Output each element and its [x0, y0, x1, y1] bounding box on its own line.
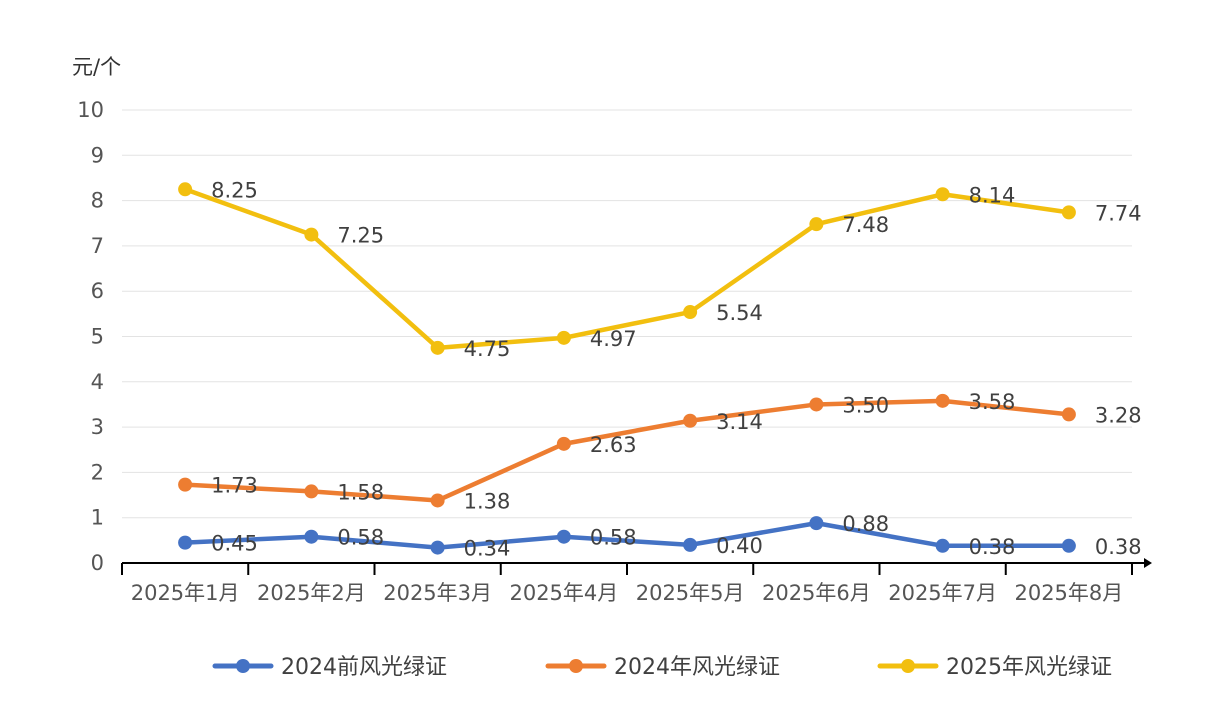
data-label: 0.38	[969, 535, 1016, 559]
x-category-label: 2025年2月	[257, 581, 366, 605]
series-point	[935, 538, 950, 553]
x-axis: 2025年1月 2025年2月 2025年3月 2025年4月 2025年5月 2025年…	[121, 558, 1152, 605]
legend-swatch-marker	[569, 659, 583, 673]
gridlines	[122, 109, 1132, 519]
data-label: 0.38	[1095, 535, 1142, 559]
data-label: 2.63	[590, 433, 637, 457]
data-label: 1.58	[337, 480, 384, 504]
x-category-label: 2025年6月	[762, 581, 871, 605]
series-point	[304, 227, 319, 242]
x-category-label: 2025年5月	[636, 581, 745, 605]
y-tick-label: 6	[91, 279, 104, 303]
series-point	[304, 484, 319, 499]
data-label: 3.28	[1095, 403, 1142, 427]
series-point	[1061, 538, 1076, 553]
data-label: 4.75	[464, 337, 511, 361]
data-label: 8.25	[211, 178, 258, 202]
y-tick-label: 5	[91, 325, 104, 349]
series-point	[178, 182, 193, 197]
y-tick-label: 10	[77, 98, 104, 122]
y-tick-label: 2	[91, 460, 104, 484]
x-category-label: 2025年8月	[1014, 581, 1123, 605]
data-label: 7.48	[842, 213, 889, 237]
legend: 2024前风光绿证 2024年风光绿证 2025年风光绿证	[212, 655, 1112, 680]
series-point	[556, 330, 571, 345]
series-point	[178, 535, 193, 550]
series-point	[556, 436, 571, 451]
series-point	[935, 393, 950, 408]
series-point	[430, 340, 445, 355]
series-point	[430, 540, 445, 555]
data-label: 7.74	[1095, 201, 1142, 225]
data-label: 3.50	[842, 393, 889, 417]
x-category-label: 2025年7月	[888, 581, 997, 605]
data-label: 0.88	[842, 512, 889, 536]
data-label: 0.40	[716, 534, 763, 558]
y-tick-label: 4	[91, 370, 104, 394]
series-point	[935, 187, 950, 202]
data-label: 7.25	[337, 224, 384, 248]
series-point	[683, 305, 698, 320]
series-point	[809, 516, 824, 531]
data-label: 0.58	[337, 526, 384, 550]
series-line-3	[182, 187, 1072, 351]
series-point	[304, 529, 319, 544]
data-label: 0.34	[464, 537, 511, 561]
series-point	[683, 537, 698, 552]
data-labels: 0.45 0.58 0.34 0.58 0.40 0.88 0.38 0.38 1.73 1.58…	[211, 178, 1142, 560]
series-point	[556, 529, 571, 544]
y-tick-label: 0	[91, 551, 104, 575]
series-line-2	[182, 398, 1072, 503]
y-tick-label: 9	[91, 143, 104, 167]
legend-label: 2024前风光绿证	[281, 655, 447, 680]
legend-swatch-marker	[901, 659, 915, 673]
y-tick-label: 8	[91, 189, 104, 213]
data-label: 3.14	[716, 410, 763, 434]
y-tick-label: 7	[91, 234, 104, 258]
data-label: 1.38	[464, 489, 511, 513]
series-point	[1061, 407, 1076, 422]
data-label: 1.73	[211, 474, 258, 498]
series-point	[178, 477, 193, 492]
legend-label: 2025年风光绿证	[946, 655, 1112, 680]
y-axis-unit-label: 元/个	[72, 55, 121, 79]
data-label: 5.54	[716, 301, 763, 325]
y-tick-label: 1	[91, 506, 104, 530]
x-axis-arrow	[1144, 558, 1152, 568]
data-label: 3.58	[969, 390, 1016, 414]
legend-label: 2024年风光绿证	[614, 655, 780, 680]
legend-swatch-marker	[236, 659, 250, 673]
series-point	[1061, 205, 1076, 220]
y-axis-ticks: 0 1 2 3 4 5 6 7 8 9 10	[77, 98, 104, 575]
series-point	[809, 217, 824, 232]
x-category-label: 2025年1月	[131, 581, 240, 605]
x-category-label: 2025年3月	[383, 581, 492, 605]
series-point	[430, 493, 445, 508]
series-line-1	[182, 520, 1072, 550]
data-label: 8.14	[969, 183, 1016, 207]
data-label: 4.97	[590, 327, 637, 351]
x-category-label: 2025年4月	[509, 581, 618, 605]
series-point	[809, 397, 824, 412]
series-point	[683, 413, 698, 428]
series-lines	[178, 182, 1076, 555]
data-label: 0.45	[211, 532, 258, 556]
y-tick-label: 3	[91, 415, 104, 439]
data-label: 0.58	[590, 526, 637, 550]
